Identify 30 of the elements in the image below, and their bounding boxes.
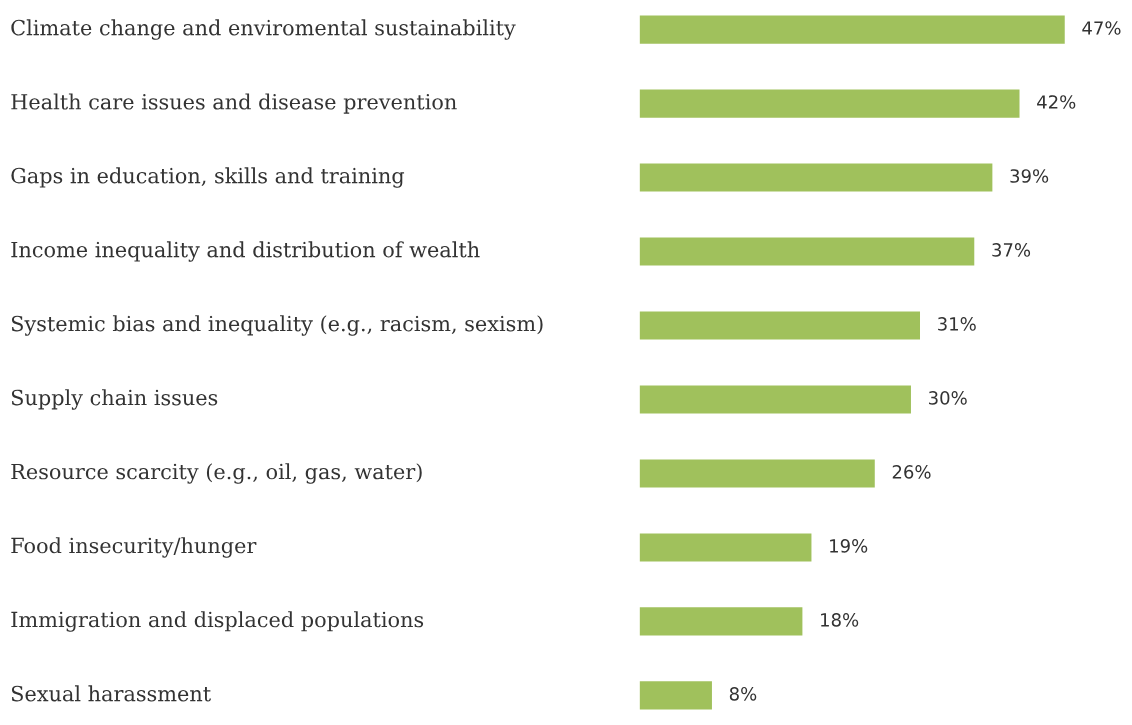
data-label: 47% <box>1082 21 1121 35</box>
y-tick-label: Income inequality and distribution of wealth <box>11 241 480 262</box>
bar <box>639 385 911 414</box>
bar <box>639 459 875 488</box>
data-label: 42% <box>1037 95 1076 109</box>
data-label: 18% <box>821 613 859 627</box>
data-label: 30% <box>929 391 967 405</box>
y-tick-label: Sexual harassment <box>11 685 211 702</box>
bar <box>639 681 712 710</box>
y-tick-label: Climate change and enviromental sustainability <box>11 19 516 40</box>
bar <box>639 237 975 266</box>
y-tick-label: Immigration and displaced populations <box>11 611 424 632</box>
bar <box>639 311 921 340</box>
y-tick-label: Systemic bias and inequality (e.g., racism, sexism) <box>11 315 543 336</box>
data-label: 26% <box>892 465 931 479</box>
y-tick-label: Gaps in education, skills and training <box>11 167 405 188</box>
bar <box>639 15 1065 44</box>
bar <box>639 163 993 192</box>
y-tick-label: Health care issues and disease prevention <box>11 93 457 114</box>
data-label: 37% <box>992 243 1031 257</box>
y-tick-label: Resource scarcity (e.g., oil, gas, water) <box>11 463 422 484</box>
bar <box>639 89 1020 118</box>
data-label: 19% <box>830 539 868 553</box>
y-tick-label: Food insecurity/hunger <box>11 537 257 558</box>
data-label: 39% <box>1010 169 1049 183</box>
y-tick-label: Supply chain issues <box>11 389 218 410</box>
data-label: 8% <box>729 686 757 701</box>
data-label: 31% <box>938 317 976 331</box>
bar <box>639 607 803 636</box>
bar <box>639 533 812 562</box>
